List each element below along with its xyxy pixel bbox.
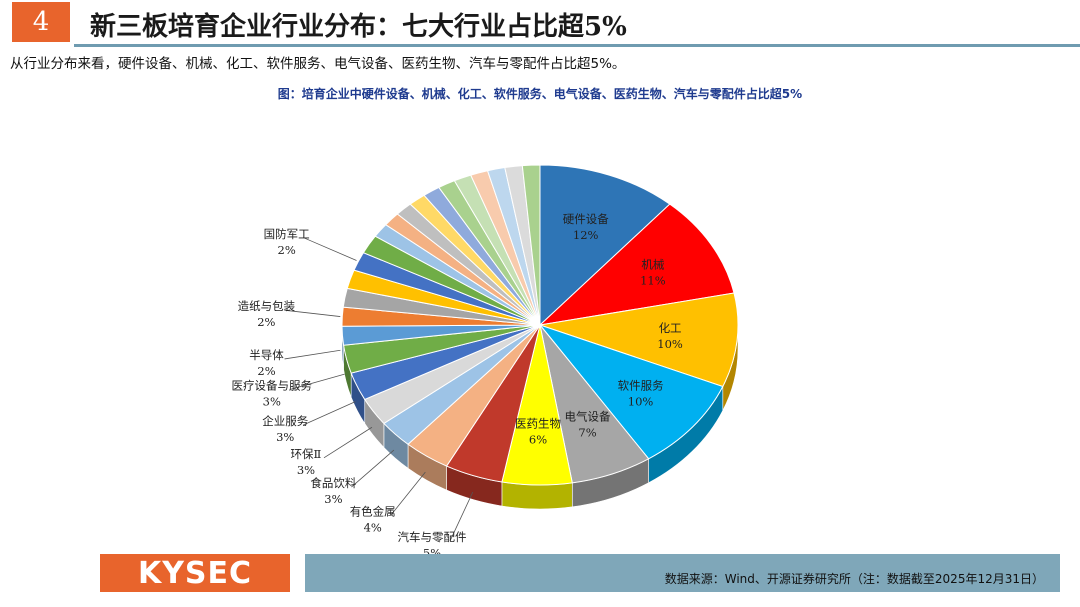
pie-tops <box>341 164 739 486</box>
slice-label-1: 机械 <box>641 258 664 272</box>
page-number: 4 <box>12 2 70 42</box>
slice-value-2: 10% <box>657 337 683 351</box>
slice-value-12: 2% <box>257 364 275 378</box>
pie-slice-3 <box>538 323 724 460</box>
leader-line-9 <box>323 426 373 459</box>
slice-value-4: 7% <box>578 425 596 439</box>
slice-value-13: 2% <box>257 315 275 329</box>
slice-value-9: 3% <box>297 463 315 477</box>
slice-value-10: 3% <box>276 430 294 444</box>
figure-title: 图：培育企业中硬件设备、机械、化工、软件服务、电气设备、医药生物、汽车与零配件占… <box>277 87 803 101</box>
slice-label-12: 半导体 <box>249 348 284 362</box>
slice-label-7: 有色金属 <box>350 504 396 518</box>
page-title: 新三板培育企业行业分布：七大行业占比超5% <box>90 12 627 42</box>
leader-line-6 <box>449 491 474 542</box>
pie-sides <box>341 324 739 510</box>
slice-value-16: 2% <box>278 243 296 257</box>
slice-label-8: 食品饮料 <box>310 476 356 490</box>
pie-slice-28 <box>521 164 541 326</box>
leader-lines <box>284 237 474 542</box>
slice-label-9: 环保Ⅱ <box>291 447 322 461</box>
slice-label-0: 硬件设备 <box>563 212 609 226</box>
leader-line-12 <box>284 349 341 360</box>
slice-label-6: 汽车与零配件 <box>398 530 467 544</box>
slice-value-1: 11% <box>640 274 666 288</box>
slice-label-4: 电气设备 <box>565 409 611 423</box>
page-subtitle: 从行业分布来看，硬件设备、机械、化工、软件服务、电气设备、医药生物、汽车与零配件… <box>10 56 626 72</box>
pie-slice-1 <box>538 203 735 326</box>
slice-value-7: 4% <box>364 520 382 534</box>
pie-slice-0 <box>539 164 671 327</box>
slice-label-13: 造纸与包装 <box>238 299 296 313</box>
slice-value-5: 6% <box>529 433 547 447</box>
leader-line-13 <box>284 309 341 317</box>
slice-label-2: 化工 <box>659 321 682 335</box>
title-divider <box>74 44 1080 47</box>
slice-label-10: 企业服务 <box>262 414 308 428</box>
slice-labels: 硬件设备 12% 机械 11% 化工 10% 软件服务 10% 电气设备 7% 医药生物 6% 汽车与零… <box>232 212 683 560</box>
kysec-logo: KYSEC <box>100 554 290 592</box>
slice-label-16: 国防军工 <box>264 227 310 241</box>
slice-label-5: 医药生物 <box>515 417 561 431</box>
footer-bar <box>305 554 1060 592</box>
pie-side-5 <box>501 481 573 510</box>
leader-line-7 <box>390 471 426 516</box>
slice-value-0: 12% <box>573 228 599 242</box>
slice-label-11: 医疗设备与服务 <box>232 379 313 393</box>
slice-value-11: 3% <box>263 395 281 409</box>
leader-line-10 <box>303 401 356 426</box>
leader-line-8 <box>351 449 395 488</box>
slice-value-3: 10% <box>628 394 654 408</box>
data-source-note: 数据来源：Wind、开源证券研究所（注：数据截至2025年12月31日） <box>664 572 1044 586</box>
slice-value-8: 3% <box>324 492 342 506</box>
leader-line-16 <box>304 237 357 261</box>
pie-slice-2 <box>539 292 739 388</box>
leader-line-11 <box>289 373 345 390</box>
slice-label-3: 软件服务 <box>618 378 664 392</box>
